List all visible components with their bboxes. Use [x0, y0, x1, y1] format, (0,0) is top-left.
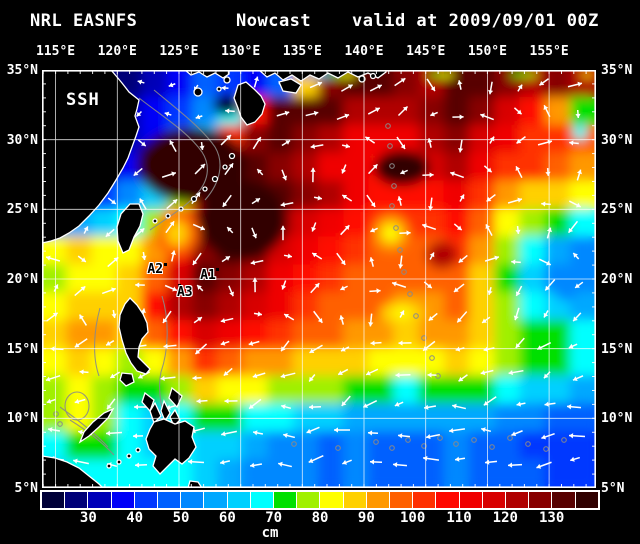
lat-tick-label: 25°N [601, 202, 633, 218]
lat-tick-label: 30°N [6, 132, 38, 148]
colorbar-tick-label: 130 [539, 510, 565, 526]
colorbar-tick-label: 90 [357, 510, 375, 526]
station-marker-a2 [164, 262, 168, 266]
colorbar-segment [181, 492, 205, 508]
field-label: SSH [66, 90, 100, 110]
colorbar [40, 490, 600, 510]
colorbar-segment [552, 492, 576, 508]
lon-tick-label: 125°E [159, 44, 199, 59]
lat-tick-label: 35°N [601, 63, 633, 78]
station-label-a1: A1 [200, 268, 216, 284]
colorbar-unit-label: cm [261, 525, 279, 541]
lon-tick-label: 145°E [406, 44, 446, 59]
station-marker-a3 [177, 283, 181, 287]
lat-tick-label: 5°N [14, 481, 38, 496]
lat-tick-label: 30°N [601, 132, 633, 148]
map-frame [42, 70, 596, 488]
model-name: NRL EASNFS [30, 11, 138, 31]
colorbar-segment [158, 492, 182, 508]
colorbar-segment [204, 492, 228, 508]
colorbar-segment [65, 492, 89, 508]
colorbar-segment [274, 492, 298, 508]
colorbar-segment [506, 492, 530, 508]
station-marker-a1 [216, 268, 220, 272]
colorbar-segment [227, 492, 251, 508]
colorbar-segment [366, 492, 391, 508]
lat-tick-label: 15°N [6, 341, 38, 357]
colorbar-tick-label: 80 [311, 510, 329, 526]
colorbar-tick-label: 100 [400, 510, 426, 526]
colorbar-segment [436, 492, 460, 508]
lat-tick-label: 35°N [6, 63, 38, 78]
ssh-map: SSH A1 A2 A3 [42, 70, 596, 488]
colorbar-segment [134, 492, 159, 508]
colorbar-segment [250, 492, 275, 508]
ssh-map-canvas [42, 70, 596, 488]
lon-tick-label: 140°E [344, 44, 384, 59]
ssh-heatmap-smooth [42, 70, 596, 488]
colorbar-segment [529, 492, 553, 508]
colorbar-tick-label: 40 [126, 510, 144, 526]
colorbar-segment [111, 492, 135, 508]
lon-tick-label: 150°E [467, 44, 507, 59]
lat-tick-label: 20°N [601, 272, 633, 287]
lat-tick-label: 5°N [601, 481, 625, 496]
lon-tick-label: 155°E [529, 44, 569, 59]
lat-tick-label: 25°N [6, 202, 38, 218]
grid-lines [42, 70, 596, 488]
colorbar-tick-label: 30 [79, 510, 97, 526]
colorbar-segment [413, 492, 437, 508]
colorbar-segment [390, 492, 414, 508]
colorbar-segment [459, 492, 483, 508]
station-label-a2: A2 [147, 261, 164, 277]
lon-tick-label: 120°E [97, 44, 137, 59]
lat-tick-label: 10°N [601, 411, 633, 427]
lat-tick-label: 20°N [6, 272, 38, 287]
colorbar-tick-label: 50 [172, 510, 190, 526]
station-label-a3: A3 [176, 284, 193, 300]
lon-tick-label: 135°E [282, 44, 322, 59]
colorbar-tick-label: 110 [446, 510, 472, 526]
lon-tick-label: 115°E [35, 44, 76, 59]
colorbar-segment [343, 492, 367, 508]
colorbar-tick-label: 70 [265, 510, 283, 526]
colorbar-tick-label: 120 [492, 510, 518, 526]
colorbar-tick-label: 60 [218, 510, 236, 526]
landmask [42, 70, 387, 488]
colorbar-segment [297, 492, 321, 508]
colorbar-segment [575, 492, 598, 508]
colorbar-segment [320, 492, 344, 508]
lat-tick-label: 15°N [601, 341, 633, 357]
colorbar-segment [42, 492, 66, 508]
product-type: Nowcast [236, 11, 312, 31]
colorbar-segment [88, 492, 112, 508]
lon-tick-label: 130°E [221, 44, 261, 59]
lat-tick-label: 10°N [6, 411, 38, 427]
valid-time: valid at 2009/09/01 00Z [352, 11, 599, 31]
colorbar-segment [482, 492, 507, 508]
